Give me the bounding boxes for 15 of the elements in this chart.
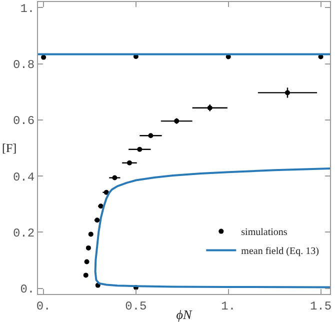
y-tick-label: 0.8 <box>12 58 35 72</box>
x-tick-label: 1.5 <box>310 299 332 314</box>
legend-label: simulations <box>241 227 288 238</box>
point <box>284 90 290 96</box>
x-tick-label: 0. <box>36 299 51 314</box>
x-tick-label: 1. <box>221 299 236 314</box>
x-axis-title: ϕN <box>176 307 194 322</box>
y-tick-label: 0.6 <box>12 114 35 128</box>
y-tick-label: 0. <box>20 282 35 297</box>
x-tick-label: 0.5 <box>125 299 147 314</box>
y-axis-title: [F] <box>2 141 17 155</box>
y-tick-label: 0.2 <box>12 226 35 240</box>
legend-label: mean field (Eq. 13) <box>241 246 319 258</box>
y-tick-label: 0.4 <box>12 170 35 184</box>
y-tick-label: 1. <box>20 2 35 16</box>
